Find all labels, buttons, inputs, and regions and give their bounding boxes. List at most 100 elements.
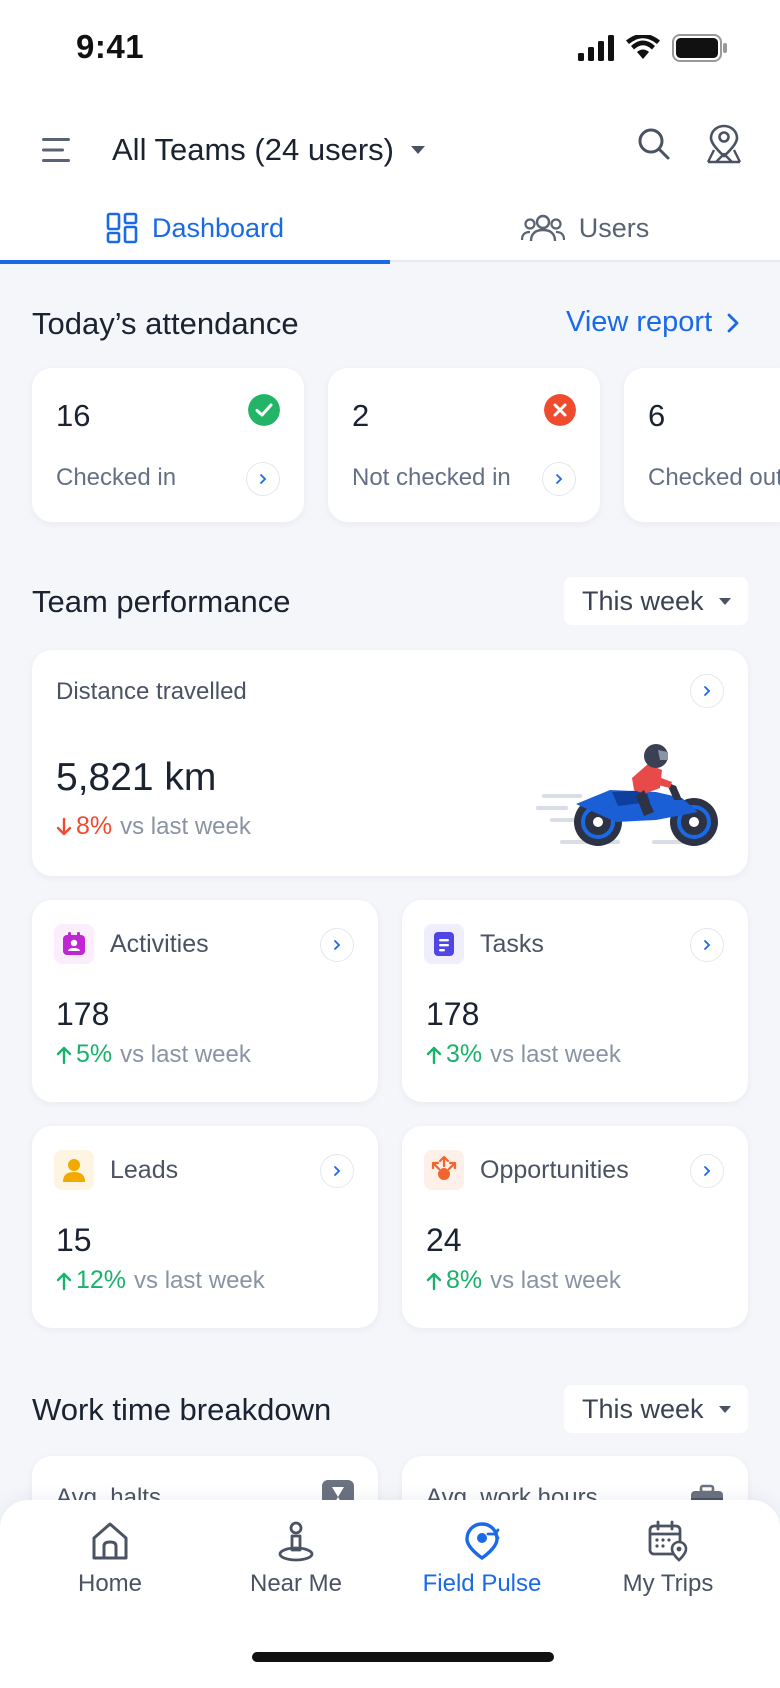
performance-period-value: This week bbox=[582, 585, 704, 616]
distance-chevron[interactable] bbox=[690, 674, 724, 708]
opportunities-card[interactable]: Opportunities 24 8% vs last week bbox=[402, 1126, 748, 1328]
field-pulse-icon bbox=[465, 1522, 500, 1561]
nav-near-me-label: Near Me bbox=[249, 1570, 343, 1597]
leads-compare: vs last week bbox=[134, 1266, 265, 1294]
map-pin-icon[interactable] bbox=[704, 122, 744, 166]
attendance-card-checked-in[interactable]: 16 Checked in bbox=[32, 368, 304, 522]
chevron-right-icon bbox=[704, 940, 711, 950]
nav-home-label: Home bbox=[77, 1570, 143, 1597]
tasks-label: Tasks bbox=[480, 930, 544, 958]
nav-home[interactable]: Home bbox=[20, 1520, 200, 1620]
dashboard-grid-icon bbox=[106, 212, 138, 244]
check-circle-icon bbox=[248, 394, 280, 426]
distance-card[interactable]: Distance travelled 5,821 km 8% vs last w… bbox=[32, 650, 748, 876]
activities-chevron[interactable] bbox=[320, 928, 354, 962]
search-icon[interactable] bbox=[634, 124, 674, 164]
caret-down-icon bbox=[719, 597, 731, 605]
signal-icon bbox=[578, 35, 614, 61]
tasks-chevron[interactable] bbox=[690, 928, 724, 962]
not-checked-in-label: Not checked in bbox=[352, 464, 511, 491]
distance-compare: vs last week bbox=[120, 812, 251, 840]
performance-title: Team performance bbox=[32, 584, 291, 619]
work-time-title: Work time breakdown bbox=[32, 1392, 332, 1427]
chevron-right-icon bbox=[727, 313, 739, 332]
checked-in-chevron[interactable] bbox=[246, 462, 280, 496]
chevron-right-icon bbox=[556, 474, 563, 484]
tab-users[interactable]: Users bbox=[390, 194, 780, 262]
nav-my-trips[interactable]: My Trips bbox=[578, 1520, 758, 1620]
opportunities-change: 8% bbox=[446, 1266, 483, 1294]
team-title: All Teams (24 users) bbox=[112, 132, 394, 167]
nav-my-trips-label: My Trips bbox=[622, 1570, 714, 1597]
home-indicator bbox=[252, 1652, 554, 1662]
activities-card[interactable]: Activities 178 5% vs last week bbox=[32, 900, 378, 1102]
bottom-nav: Home Near Me Field Pulse My Trips bbox=[0, 1500, 780, 1688]
distance-value: 5,821 km bbox=[56, 756, 217, 799]
checked-out-label: Checked out bbox=[648, 464, 780, 491]
activities-compare: vs last week bbox=[120, 1040, 251, 1068]
wifi-icon bbox=[626, 35, 660, 59]
tab-users-label: Users bbox=[578, 212, 650, 243]
chevron-right-icon bbox=[334, 940, 341, 950]
not-checked-in-chevron[interactable] bbox=[542, 462, 576, 496]
lead-person-icon bbox=[63, 1159, 85, 1182]
home-icon bbox=[92, 1522, 128, 1560]
caret-down-icon bbox=[719, 1405, 731, 1413]
tab-dashboard-label: Dashboard bbox=[151, 212, 285, 243]
activities-value: 178 bbox=[56, 996, 110, 1032]
opportunities-label: Opportunities bbox=[480, 1156, 629, 1184]
attendance-title: Today’s attendance bbox=[32, 306, 299, 341]
activities-trend: 5% vs last week bbox=[56, 1040, 251, 1069]
team-selector[interactable]: All Teams (24 users) bbox=[112, 122, 426, 178]
tab-bar: Dashboard Users bbox=[0, 194, 780, 264]
x-circle-icon bbox=[544, 394, 576, 426]
trend-up: 12% bbox=[56, 1266, 126, 1295]
work-time-period-value: This week bbox=[582, 1393, 704, 1424]
activities-icon-wrap bbox=[54, 924, 94, 964]
chevron-right-icon bbox=[704, 1166, 711, 1176]
performance-period-select[interactable]: This week bbox=[564, 577, 748, 625]
leads-trend: 12% vs last week bbox=[56, 1266, 265, 1295]
trend-up: 3% bbox=[426, 1040, 482, 1069]
menu-icon[interactable] bbox=[38, 132, 74, 168]
attendance-card-not-checked-in[interactable]: 2 Not checked in bbox=[328, 368, 600, 522]
activities-change: 5% bbox=[76, 1040, 113, 1068]
tasks-card[interactable]: Tasks 178 3% vs last week bbox=[402, 900, 748, 1102]
not-checked-in-count: 2 bbox=[352, 398, 370, 433]
view-report-link[interactable]: View report bbox=[566, 306, 740, 339]
leads-label: Leads bbox=[110, 1156, 179, 1184]
opportunities-chevron[interactable] bbox=[690, 1154, 724, 1188]
trend-up: 5% bbox=[56, 1040, 112, 1069]
near-me-icon bbox=[278, 1521, 314, 1562]
opportunities-icon bbox=[431, 1155, 457, 1180]
leads-change: 12% bbox=[76, 1266, 127, 1294]
trend-down: 8% bbox=[56, 812, 112, 841]
tasks-compare: vs last week bbox=[490, 1040, 621, 1068]
opportunities-trend: 8% vs last week bbox=[426, 1266, 621, 1295]
tasks-change: 3% bbox=[446, 1040, 483, 1068]
my-trips-icon bbox=[648, 1520, 688, 1562]
trend-up: 8% bbox=[426, 1266, 482, 1295]
users-icon bbox=[520, 214, 565, 242]
tasks-trend: 3% vs last week bbox=[426, 1040, 621, 1069]
checked-in-label: Checked in bbox=[56, 464, 177, 491]
tasks-value: 178 bbox=[426, 996, 480, 1032]
nav-field-pulse[interactable]: Field Pulse bbox=[392, 1520, 572, 1620]
leads-card[interactable]: Leads 15 12% vs last week bbox=[32, 1126, 378, 1328]
work-time-period-select[interactable]: This week bbox=[564, 1385, 748, 1433]
attendance-card-checked-out[interactable]: 6 Checked out bbox=[624, 368, 780, 522]
nav-field-pulse-label: Field Pulse bbox=[422, 1570, 542, 1597]
nav-near-me[interactable]: Near Me bbox=[206, 1520, 386, 1620]
activities-icon bbox=[63, 932, 85, 955]
caret-down-icon bbox=[410, 146, 425, 154]
leads-chevron[interactable] bbox=[320, 1154, 354, 1188]
opportunities-icon-wrap bbox=[424, 1150, 464, 1190]
app-header: All Teams (24 users) Dashboard bbox=[0, 96, 780, 264]
tasks-icon bbox=[434, 932, 454, 956]
arrow-up-icon bbox=[426, 1272, 442, 1290]
tab-dashboard[interactable]: Dashboard bbox=[0, 194, 390, 264]
chevron-right-icon bbox=[704, 686, 711, 696]
chevron-right-icon bbox=[334, 1166, 341, 1176]
arrow-up-icon bbox=[56, 1046, 72, 1064]
distance-change: 8% bbox=[76, 812, 113, 840]
